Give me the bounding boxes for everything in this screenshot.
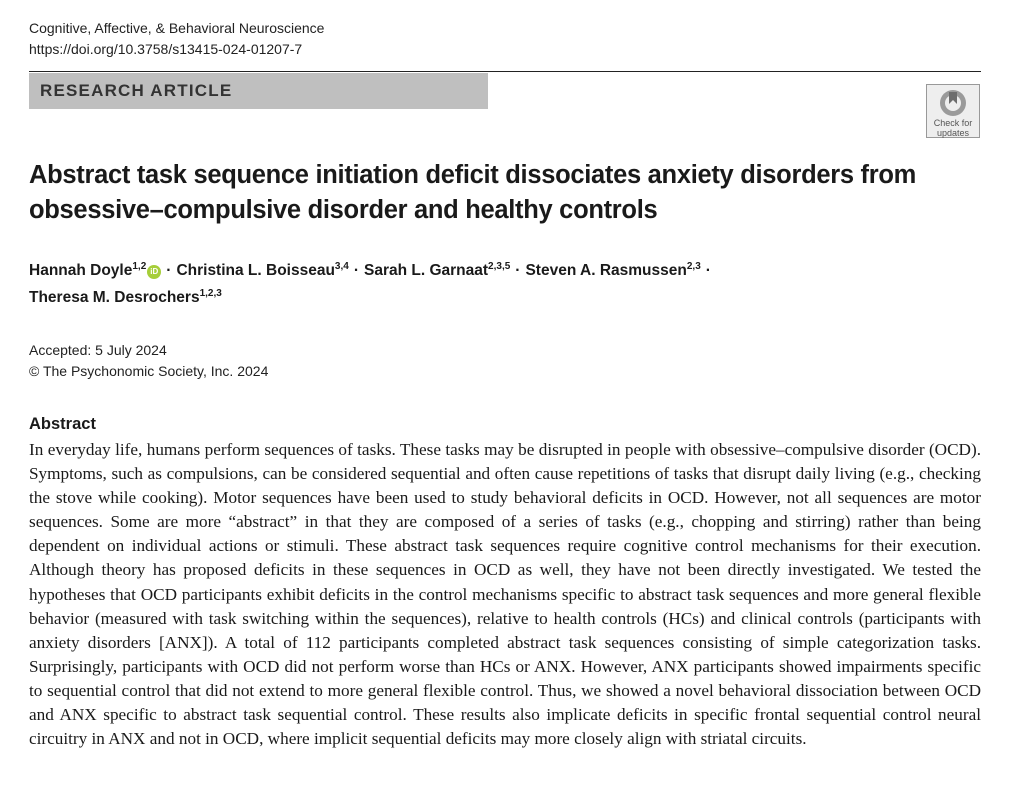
author-affiliation: 2,3,5 [488, 261, 511, 272]
copyright-notice: © The Psychonomic Society, Inc. 2024 [29, 363, 269, 379]
check-for-updates-line2: updates [936, 128, 970, 138]
abstract-text: In everyday life, humans perform sequenc… [29, 440, 981, 749]
abstract-heading: Abstract [29, 415, 96, 433]
author-separator: · [166, 262, 172, 279]
author-affiliation: 1,2 [132, 261, 147, 272]
author-separator: · [705, 262, 711, 279]
author-name[interactable]: Theresa M. Desrochers [29, 289, 200, 306]
author-affiliation: 3,4 [334, 261, 349, 272]
journal-name: Cognitive, Affective, & Behavioral Neuro… [29, 20, 325, 36]
author-name[interactable]: Hannah Doyle [29, 262, 133, 279]
article-type-label: RESEARCH ARTICLE [40, 81, 233, 100]
orcid-icon[interactable]: iD [147, 265, 162, 279]
author-name[interactable]: Steven A. Rasmussen [525, 262, 687, 279]
check-for-updates-button[interactable]: Check for updates [926, 84, 980, 138]
author-list: Hannah Doyle1,2 iD · Christina L. Boisseau3… [29, 257, 979, 311]
check-for-updates-line1: Check for [933, 118, 973, 128]
check-for-updates-icon [940, 90, 966, 116]
author-separator: · [515, 262, 521, 279]
doi-link[interactable]: https://doi.org/10.3758/s13415-024-01207… [29, 41, 303, 57]
author-affiliation: 2,3 [686, 261, 701, 272]
article-type-bar: RESEARCH ARTICLE [29, 73, 488, 109]
header-rule [29, 71, 981, 72]
author-affiliation: 1,2,3 [199, 288, 222, 299]
author-separator: · [353, 262, 359, 279]
accepted-date: Accepted: 5 July 2024 [29, 342, 167, 358]
author-name[interactable]: Sarah L. Garnaat [364, 262, 489, 279]
article-title: Abstract task sequence initiation defici… [29, 161, 916, 224]
author-name[interactable]: Christina L. Boisseau [176, 262, 335, 279]
